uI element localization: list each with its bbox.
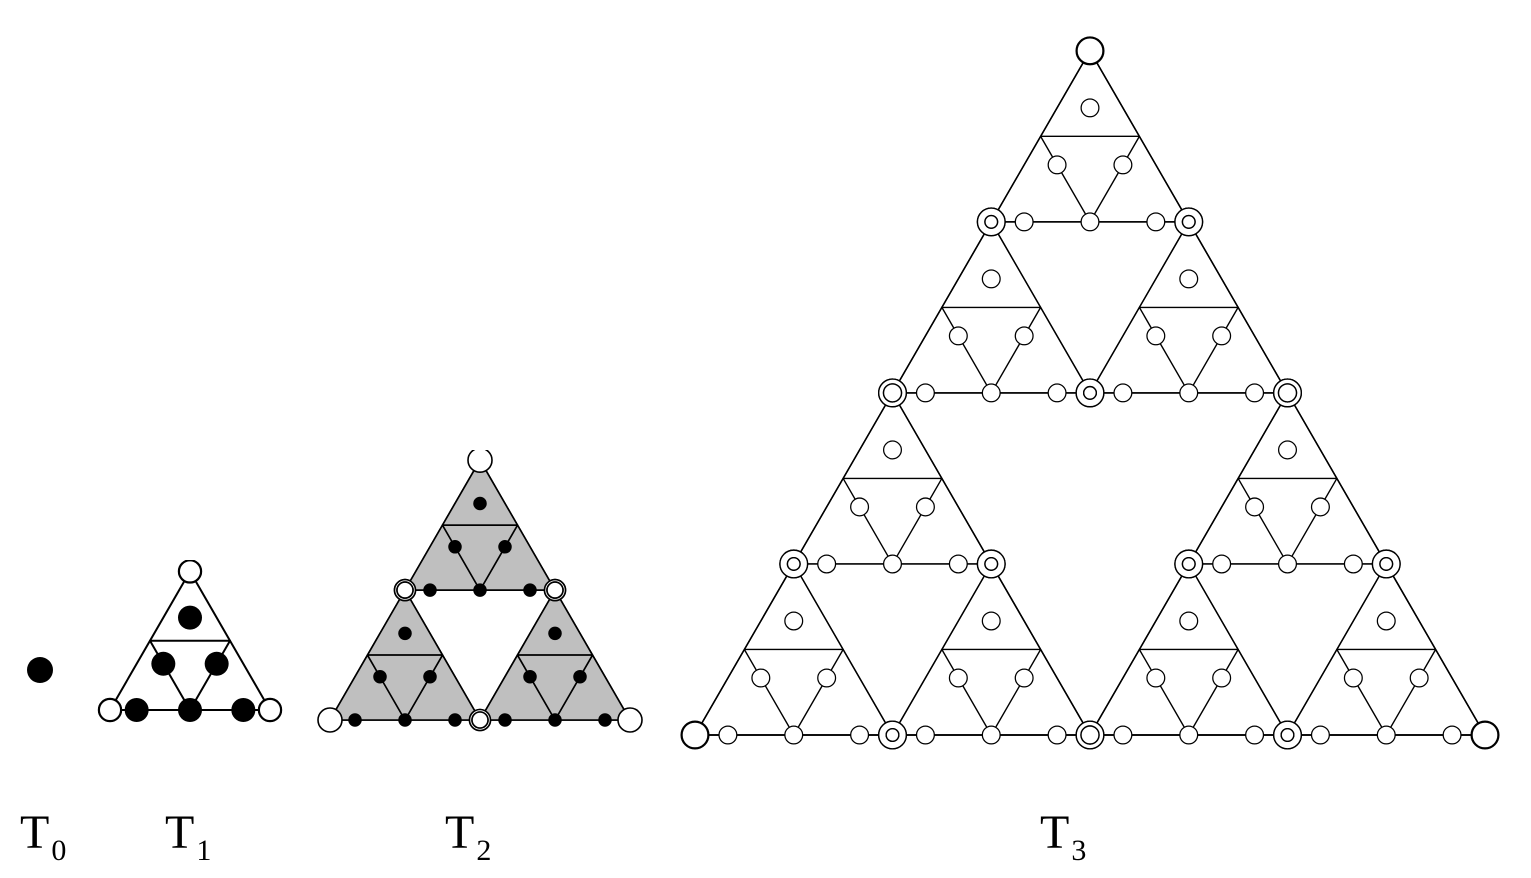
label-t2-t: T [445, 806, 474, 859]
label-t0-sub: 0 [51, 834, 66, 867]
panel-t0 [10, 630, 70, 710]
label-t2-sub: 2 [476, 834, 491, 867]
label-t1-t: T [165, 806, 194, 859]
label-t3-sub: 3 [1071, 834, 1086, 867]
panel-t3 [670, 35, 1510, 755]
label-t3-t: T [1040, 806, 1069, 859]
label-t3: T3 [1040, 805, 1086, 860]
label-t0: T0 [20, 805, 66, 860]
panel-t1 [95, 560, 285, 730]
label-t1: T1 [165, 805, 211, 860]
label-t2: T2 [445, 805, 491, 860]
label-t1-sub: 1 [196, 834, 211, 867]
figure-stage: T0 T1 T2 T3 [0, 0, 1531, 878]
panel-t2 [310, 450, 650, 740]
label-t0-t: T [20, 806, 49, 859]
